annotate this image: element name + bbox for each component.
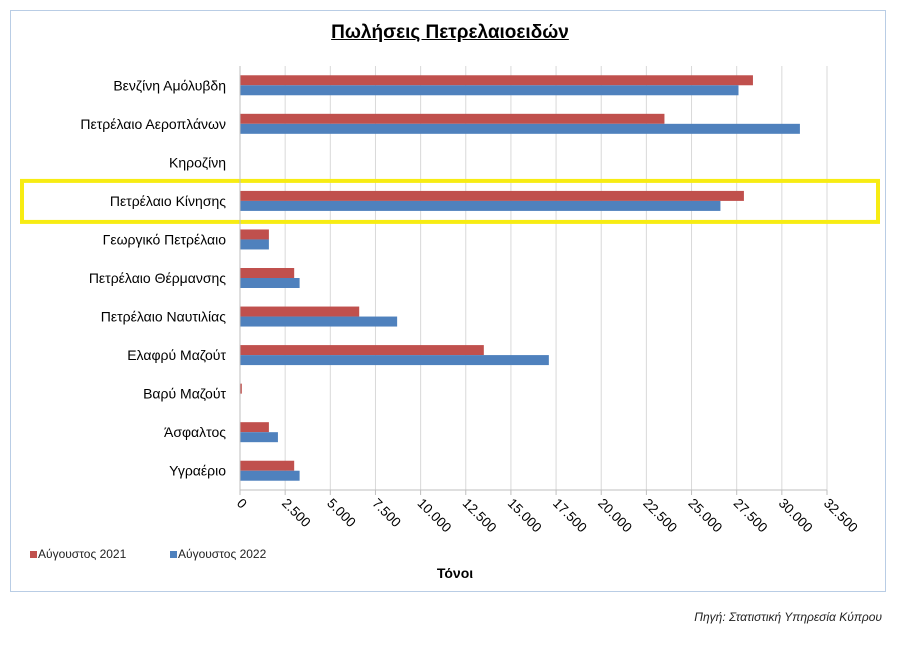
category-label: Ελαφρύ Μαζούτ: [127, 347, 226, 363]
category-label: Πετρέλαιο Θέρμανσης: [89, 270, 226, 286]
bar: [240, 190, 744, 201]
bar: [240, 316, 398, 327]
legend-label: Αύγουστος 2022: [178, 547, 267, 561]
bar: [240, 278, 300, 288]
category-label: Άσφαλτος: [164, 424, 226, 440]
bar: [240, 422, 269, 433]
x-tick-label: 12.500: [460, 496, 500, 536]
legend-label: Αύγουστος 2021: [38, 547, 127, 561]
bar: [240, 460, 295, 471]
category-label: Πετρέλαιο Κίνησης: [110, 193, 226, 209]
x-tick-label: 22.500: [640, 496, 680, 536]
x-tick-label: 17.500: [550, 496, 590, 536]
x-axis-title: Τόνοι: [437, 565, 473, 581]
highlight-box: [20, 178, 880, 224]
bar: [240, 470, 300, 481]
x-tick-label: 20.000: [595, 496, 635, 536]
x-tick-label: 7.500: [369, 496, 404, 531]
bar: [240, 383, 242, 394]
category-label: Γεωργικό Πετρέλαιο: [103, 231, 227, 247]
x-tick-label: 32.500: [821, 496, 861, 536]
category-label: Βαρύ Μαζούτ: [143, 386, 226, 402]
bar: [240, 85, 739, 96]
x-tick-label: 27.500: [731, 496, 771, 536]
category-label: Πετρέλαιο Ναυτιλίας: [101, 309, 226, 325]
bar: [240, 75, 753, 86]
category-label: Πετρέλαιο Αεροπλάνων: [80, 116, 226, 132]
x-tick-label: 0: [234, 496, 250, 512]
bar: [240, 355, 549, 366]
category-label: Υγραέριο: [169, 463, 226, 479]
bar: [240, 123, 800, 134]
category-label: Κηροζίνη: [169, 154, 226, 170]
category-label: Βενζίνη Αμόλυβδη: [113, 77, 226, 93]
bar: [240, 432, 278, 443]
source-note: Πηγή: Στατιστική Υπηρεσία Κύπρου: [694, 610, 882, 624]
bar: [240, 306, 360, 317]
bar: [240, 268, 295, 278]
x-tick-label: 5.000: [324, 496, 359, 531]
x-tick-label: 25.000: [685, 496, 725, 536]
x-tick-label: 2.500: [279, 496, 314, 531]
legend-swatch: [170, 551, 177, 558]
x-tick-label: 10.000: [414, 496, 454, 536]
x-tick-label: 15.000: [505, 496, 545, 536]
x-tick-label: 30.000: [776, 496, 816, 536]
bar: [240, 239, 269, 250]
bar: [240, 345, 484, 356]
chart-title: Πωλήσεις Πετρελαιοειδών: [331, 22, 569, 43]
legend-swatch: [30, 551, 37, 558]
bar: [240, 200, 721, 211]
bar: [240, 113, 665, 124]
bar: [240, 229, 269, 240]
chart-frame: [10, 10, 886, 592]
